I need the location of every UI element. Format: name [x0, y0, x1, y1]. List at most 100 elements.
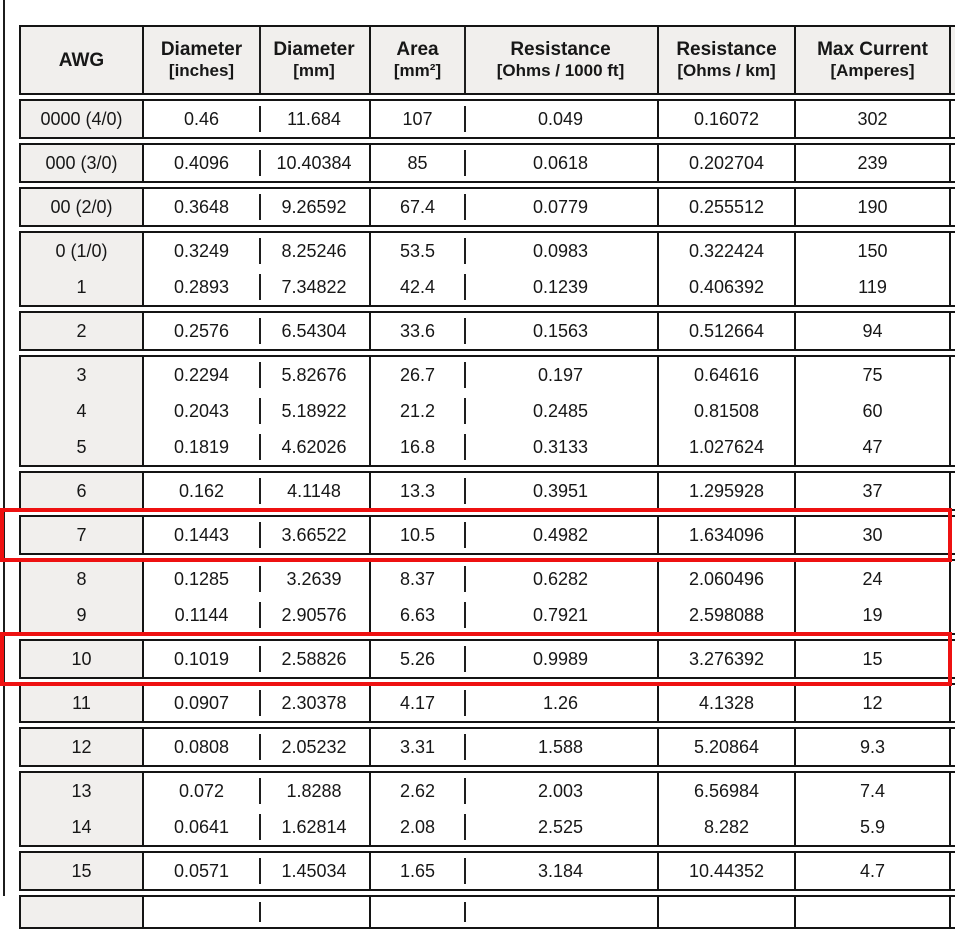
column-header-label: Area — [396, 39, 439, 60]
cell-area: 3.31 — [369, 729, 464, 765]
column-header-d_mm: Diameter [mm] — [259, 27, 369, 93]
cell-empty — [794, 897, 949, 927]
row-group: 000 (3/0) 0.4096 10.40384 85 0.0618 0.202704 2… — [19, 143, 955, 183]
cutoff-column-cell — [949, 517, 955, 553]
cell-d_mm: 2.58826 — [259, 641, 369, 677]
table-row-awg-15: 15 0.0571 1.45034 1.65 3.184 10.44352 4.7 — [21, 853, 955, 889]
cell-d_mm: 1.45034 — [259, 853, 369, 889]
table-row-awg-00: 00 (2/0) 0.3648 9.26592 67.4 0.0779 0.255512 1… — [21, 189, 955, 225]
cell-r_ft: 0.049 — [464, 101, 657, 137]
cell-area: 21.2 — [369, 393, 464, 429]
cell-r_ft: 0.0779 — [464, 189, 657, 225]
partial-table-row — [21, 897, 955, 927]
cell-r_km: 2.598088 — [657, 597, 794, 633]
cell-d_mm: 6.54304 — [259, 313, 369, 349]
cell-awg: 14 — [21, 809, 142, 845]
table-header-row: AWG Diameter [inches] Diameter [mm] Area [mm²]… — [19, 25, 955, 95]
cell-r_km: 3.276392 — [657, 641, 794, 677]
cell-area: 2.62 — [369, 773, 464, 809]
table-row-awg-8: 8 0.1285 3.2639 8.37 0.6282 2.060496 24 — [21, 561, 955, 597]
cell-awg: 4 — [21, 393, 142, 429]
cell-d_in: 0.0808 — [142, 729, 259, 765]
table-row-awg-0000: 0000 (4/0) 0.46 11.684 107 0.049 0.16072 302 — [21, 101, 955, 137]
cell-d_in: 0.1443 — [142, 517, 259, 553]
cell-area: 10.5 — [369, 517, 464, 553]
cell-awg: 9 — [21, 597, 142, 633]
table-row-awg-2: 2 0.2576 6.54304 33.6 0.1563 0.512664 94 — [21, 313, 955, 349]
table-row-awg-1: 1 0.2893 7.34822 42.4 0.1239 0.406392 119 — [21, 269, 955, 305]
cell-r_km: 4.1328 — [657, 685, 794, 721]
cell-d_in: 0.0641 — [142, 809, 259, 845]
cell-area: 8.37 — [369, 561, 464, 597]
cell-empty — [21, 897, 142, 927]
cell-d_mm: 7.34822 — [259, 269, 369, 305]
cell-awg: 00 (2/0) — [21, 189, 142, 225]
cell-area: 4.17 — [369, 685, 464, 721]
cell-awg: 11 — [21, 685, 142, 721]
column-header-label: Resistance — [676, 39, 777, 60]
table-row-awg-13: 13 0.072 1.8288 2.62 2.003 6.56984 7.4 — [21, 773, 955, 809]
cell-area: 33.6 — [369, 313, 464, 349]
cell-area: 53.5 — [369, 233, 464, 269]
cell-max_a: 24 — [794, 561, 949, 597]
cutoff-column-cell — [949, 269, 955, 305]
cell-max_a: 47 — [794, 429, 949, 465]
cell-r_ft: 0.6282 — [464, 561, 657, 597]
cell-d_in: 0.1285 — [142, 561, 259, 597]
cell-r_km: 0.406392 — [657, 269, 794, 305]
cell-awg: 1 — [21, 269, 142, 305]
cell-d_in: 0.3648 — [142, 189, 259, 225]
cell-area: 1.65 — [369, 853, 464, 889]
cell-empty — [369, 897, 464, 927]
cell-area: 42.4 — [369, 269, 464, 305]
cell-d_mm: 2.05232 — [259, 729, 369, 765]
cell-d_in: 0.2576 — [142, 313, 259, 349]
cell-awg: 13 — [21, 773, 142, 809]
cutoff-column-cell — [949, 641, 955, 677]
cutoff-column-cell — [949, 685, 955, 721]
cell-empty — [259, 897, 369, 927]
cell-r_ft: 3.184 — [464, 853, 657, 889]
cell-d_mm: 3.2639 — [259, 561, 369, 597]
row-group: 8 0.1285 3.2639 8.37 0.6282 2.060496 24 9 0.1144… — [19, 559, 955, 635]
cell-d_in: 0.162 — [142, 473, 259, 509]
cell-r_ft: 0.3133 — [464, 429, 657, 465]
cell-d_in: 0.2893 — [142, 269, 259, 305]
cutoff-column-cell — [949, 809, 955, 845]
table-row-awg-0: 0 (1/0) 0.3249 8.25246 53.5 0.0983 0.322424 15… — [21, 233, 955, 269]
cell-d_mm: 9.26592 — [259, 189, 369, 225]
cutoff-column-cell — [949, 729, 955, 765]
cell-awg: 0000 (4/0) — [21, 101, 142, 137]
cell-d_mm: 11.684 — [259, 101, 369, 137]
column-header-unit: [inches] — [168, 61, 235, 80]
cell-r_km: 5.20864 — [657, 729, 794, 765]
cell-r_km: 0.16072 — [657, 101, 794, 137]
table-row-awg-10: 10 0.1019 2.58826 5.26 0.9989 3.276392 15 — [21, 641, 955, 677]
row-group: 3 0.2294 5.82676 26.7 0.197 0.64616 75 4 0.2043 5… — [19, 355, 955, 467]
cutoff-column-cell — [949, 101, 955, 137]
cell-max_a: 4.7 — [794, 853, 949, 889]
cell-r_km: 10.44352 — [657, 853, 794, 889]
cell-r_ft: 0.2485 — [464, 393, 657, 429]
cutoff-column-cell — [949, 393, 955, 429]
cell-r_ft: 0.4982 — [464, 517, 657, 553]
cell-max_a: 150 — [794, 233, 949, 269]
cell-max_a: 60 — [794, 393, 949, 429]
cell-awg: 5 — [21, 429, 142, 465]
cell-r_km: 0.81508 — [657, 393, 794, 429]
column-header-max_a: Max Current [Amperes] — [794, 27, 949, 93]
cell-r_km: 2.060496 — [657, 561, 794, 597]
cell-max_a: 190 — [794, 189, 949, 225]
column-header-r_km: Resistance [Ohms / km] — [657, 27, 794, 93]
cell-r_ft: 0.0618 — [464, 145, 657, 181]
cell-r_km: 1.295928 — [657, 473, 794, 509]
cell-max_a: 94 — [794, 313, 949, 349]
column-header-unit: [Amperes] — [830, 61, 915, 80]
cell-awg: 000 (3/0) — [21, 145, 142, 181]
cell-r_km: 0.64616 — [657, 357, 794, 393]
row-group: 11 0.0907 2.30378 4.17 1.26 4.1328 12 — [19, 683, 955, 723]
cell-r_km: 0.322424 — [657, 233, 794, 269]
cell-d_mm: 5.82676 — [259, 357, 369, 393]
cell-area: 5.26 — [369, 641, 464, 677]
row-group: 0 (1/0) 0.3249 8.25246 53.5 0.0983 0.322424 15… — [19, 231, 955, 307]
